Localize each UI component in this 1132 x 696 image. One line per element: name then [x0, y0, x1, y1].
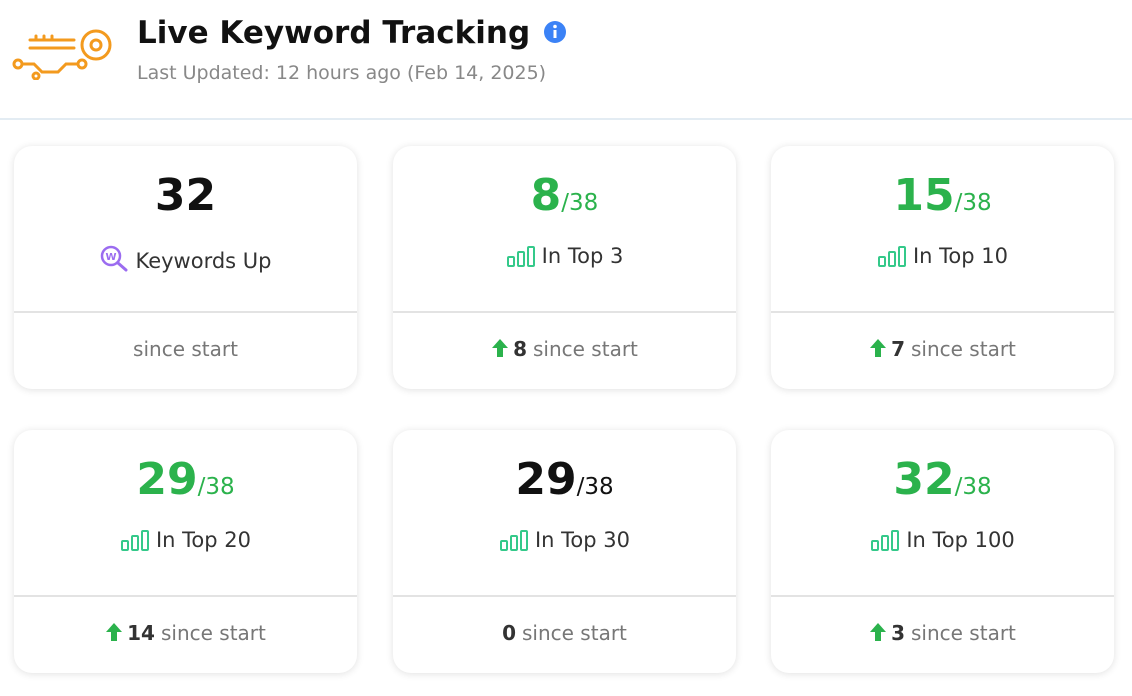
value: 32	[154, 170, 217, 221]
svg-text:W: W	[106, 252, 117, 263]
total: /38	[197, 474, 235, 500]
up-arrow	[870, 623, 887, 641]
change: 8	[513, 337, 527, 361]
label: In Top 10	[912, 244, 1008, 268]
footer-text: since start	[911, 337, 1016, 361]
up-arrow	[492, 339, 509, 357]
label-row: In Top 30	[393, 528, 736, 552]
label-row: In Top 100	[771, 528, 1114, 552]
card-top: 32 W Keywords Up	[14, 146, 357, 313]
card-footer: since start	[14, 337, 357, 361]
up-arrow	[870, 339, 887, 357]
bars-icon	[877, 246, 906, 267]
bars-icon	[871, 530, 900, 551]
total: /38	[576, 474, 614, 500]
card-top: 8/38 In Top 3	[393, 146, 736, 313]
page-title: Live Keyword Tracking	[137, 15, 568, 51]
stat-card: 29/38 In Top 30 0 since start	[393, 430, 736, 673]
up-arrow	[106, 623, 123, 641]
card-top: 15/38 In Top 10	[771, 146, 1114, 313]
value: 15	[893, 170, 955, 221]
subtitle: Last Updated: 12 hours ago (Feb 14, 2025…	[137, 62, 547, 84]
key-logo	[12, 29, 112, 80]
bars-icon	[499, 530, 528, 551]
card-top: 32/38 In Top 100	[771, 430, 1114, 597]
value: 29	[136, 454, 198, 505]
info-icon[interactable]	[542, 19, 568, 45]
card-footer: 0 since start	[393, 621, 736, 645]
value-row: 32/38	[771, 454, 1114, 505]
value-row: 29/38	[14, 454, 357, 505]
label: In Top 20	[155, 528, 251, 552]
value-row: 8/38	[393, 170, 736, 221]
footer-text: since start	[133, 337, 238, 361]
label-row: W Keywords Up	[14, 244, 357, 273]
card-footer: 8 since start	[393, 337, 736, 361]
card-footer: 7 since start	[771, 337, 1114, 361]
stat-card: 32/38 In Top 100 3 since start	[771, 430, 1114, 673]
label: In Top 100	[906, 528, 1015, 552]
stat-card: 32 W Keywords Up since start	[14, 146, 357, 389]
footer-text: since start	[160, 621, 266, 645]
footer-text: since start	[522, 621, 627, 645]
card-top: 29/38 In Top 30	[393, 430, 736, 597]
label: In Top 30	[534, 528, 630, 552]
change: 3	[891, 621, 905, 645]
title-text: Live Keyword Tracking	[137, 15, 531, 51]
change: 0	[502, 621, 516, 645]
card-footer: 3 since start	[771, 621, 1114, 645]
label-row: In Top 20	[14, 528, 357, 552]
footer-text: since start	[911, 621, 1016, 645]
value: 8	[530, 170, 562, 221]
card-footer: 14 since start	[14, 621, 357, 645]
value-row: 15/38	[771, 170, 1114, 221]
total: /38	[954, 190, 992, 216]
header: Live Keyword Tracking Last Updated: 12 h…	[0, 0, 1132, 120]
label-row: In Top 3	[393, 244, 736, 268]
label: In Top 3	[541, 244, 624, 268]
bars-icon	[506, 246, 535, 267]
value-row: 29/38	[393, 454, 736, 505]
search-icon: W	[101, 245, 128, 272]
label-row: In Top 10	[771, 244, 1114, 268]
change: 14	[127, 621, 155, 645]
change: 7	[891, 337, 905, 361]
card-top: 29/38 In Top 20	[14, 430, 357, 597]
bars-icon	[120, 530, 149, 551]
value: 29	[515, 454, 577, 505]
footer-text: since start	[533, 337, 638, 361]
value-row: 32	[14, 170, 357, 221]
stat-card: 29/38 In Top 20 14 since start	[14, 430, 357, 673]
stat-card: 8/38 In Top 3 8 since start	[393, 146, 736, 389]
total: /38	[561, 190, 599, 216]
label: Keywords Up	[135, 249, 272, 273]
value: 32	[893, 454, 955, 505]
total: /38	[954, 474, 992, 500]
stat-card: 15/38 In Top 10 7 since start	[771, 146, 1114, 389]
